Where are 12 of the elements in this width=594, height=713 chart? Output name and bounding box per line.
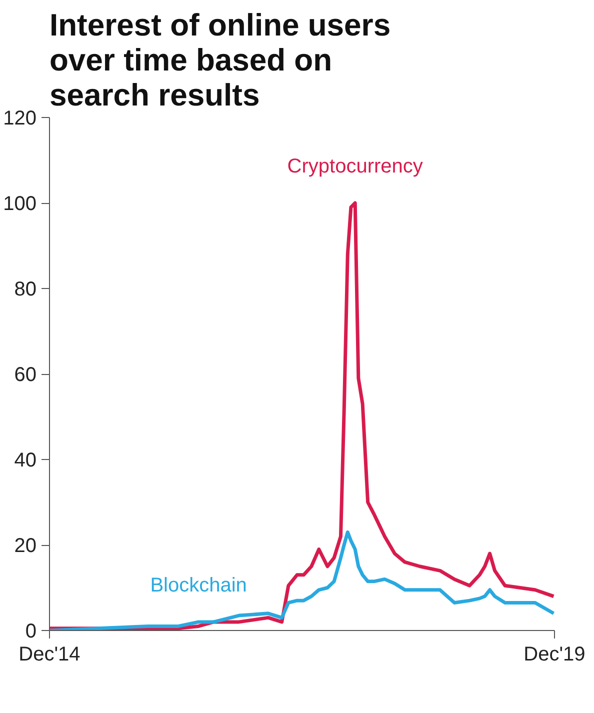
y-tick-label: 80 xyxy=(14,278,37,300)
x-tick-label: Dec'19 xyxy=(524,644,586,666)
series-label: Cryptocurrency xyxy=(287,155,423,178)
y-tick-label: 100 xyxy=(3,193,37,215)
y-tick-label: 60 xyxy=(14,364,37,386)
x-tick-label: Dec'14 xyxy=(18,644,80,666)
y-tick-label: 20 xyxy=(14,535,37,557)
y-tick-label: 40 xyxy=(14,450,37,472)
chart-title: Interest of online users over time based on search results xyxy=(50,8,391,112)
y-tick-label: 120 xyxy=(3,108,37,130)
series-label: Blockchain xyxy=(150,574,247,596)
y-tick-label: 0 xyxy=(25,620,36,642)
